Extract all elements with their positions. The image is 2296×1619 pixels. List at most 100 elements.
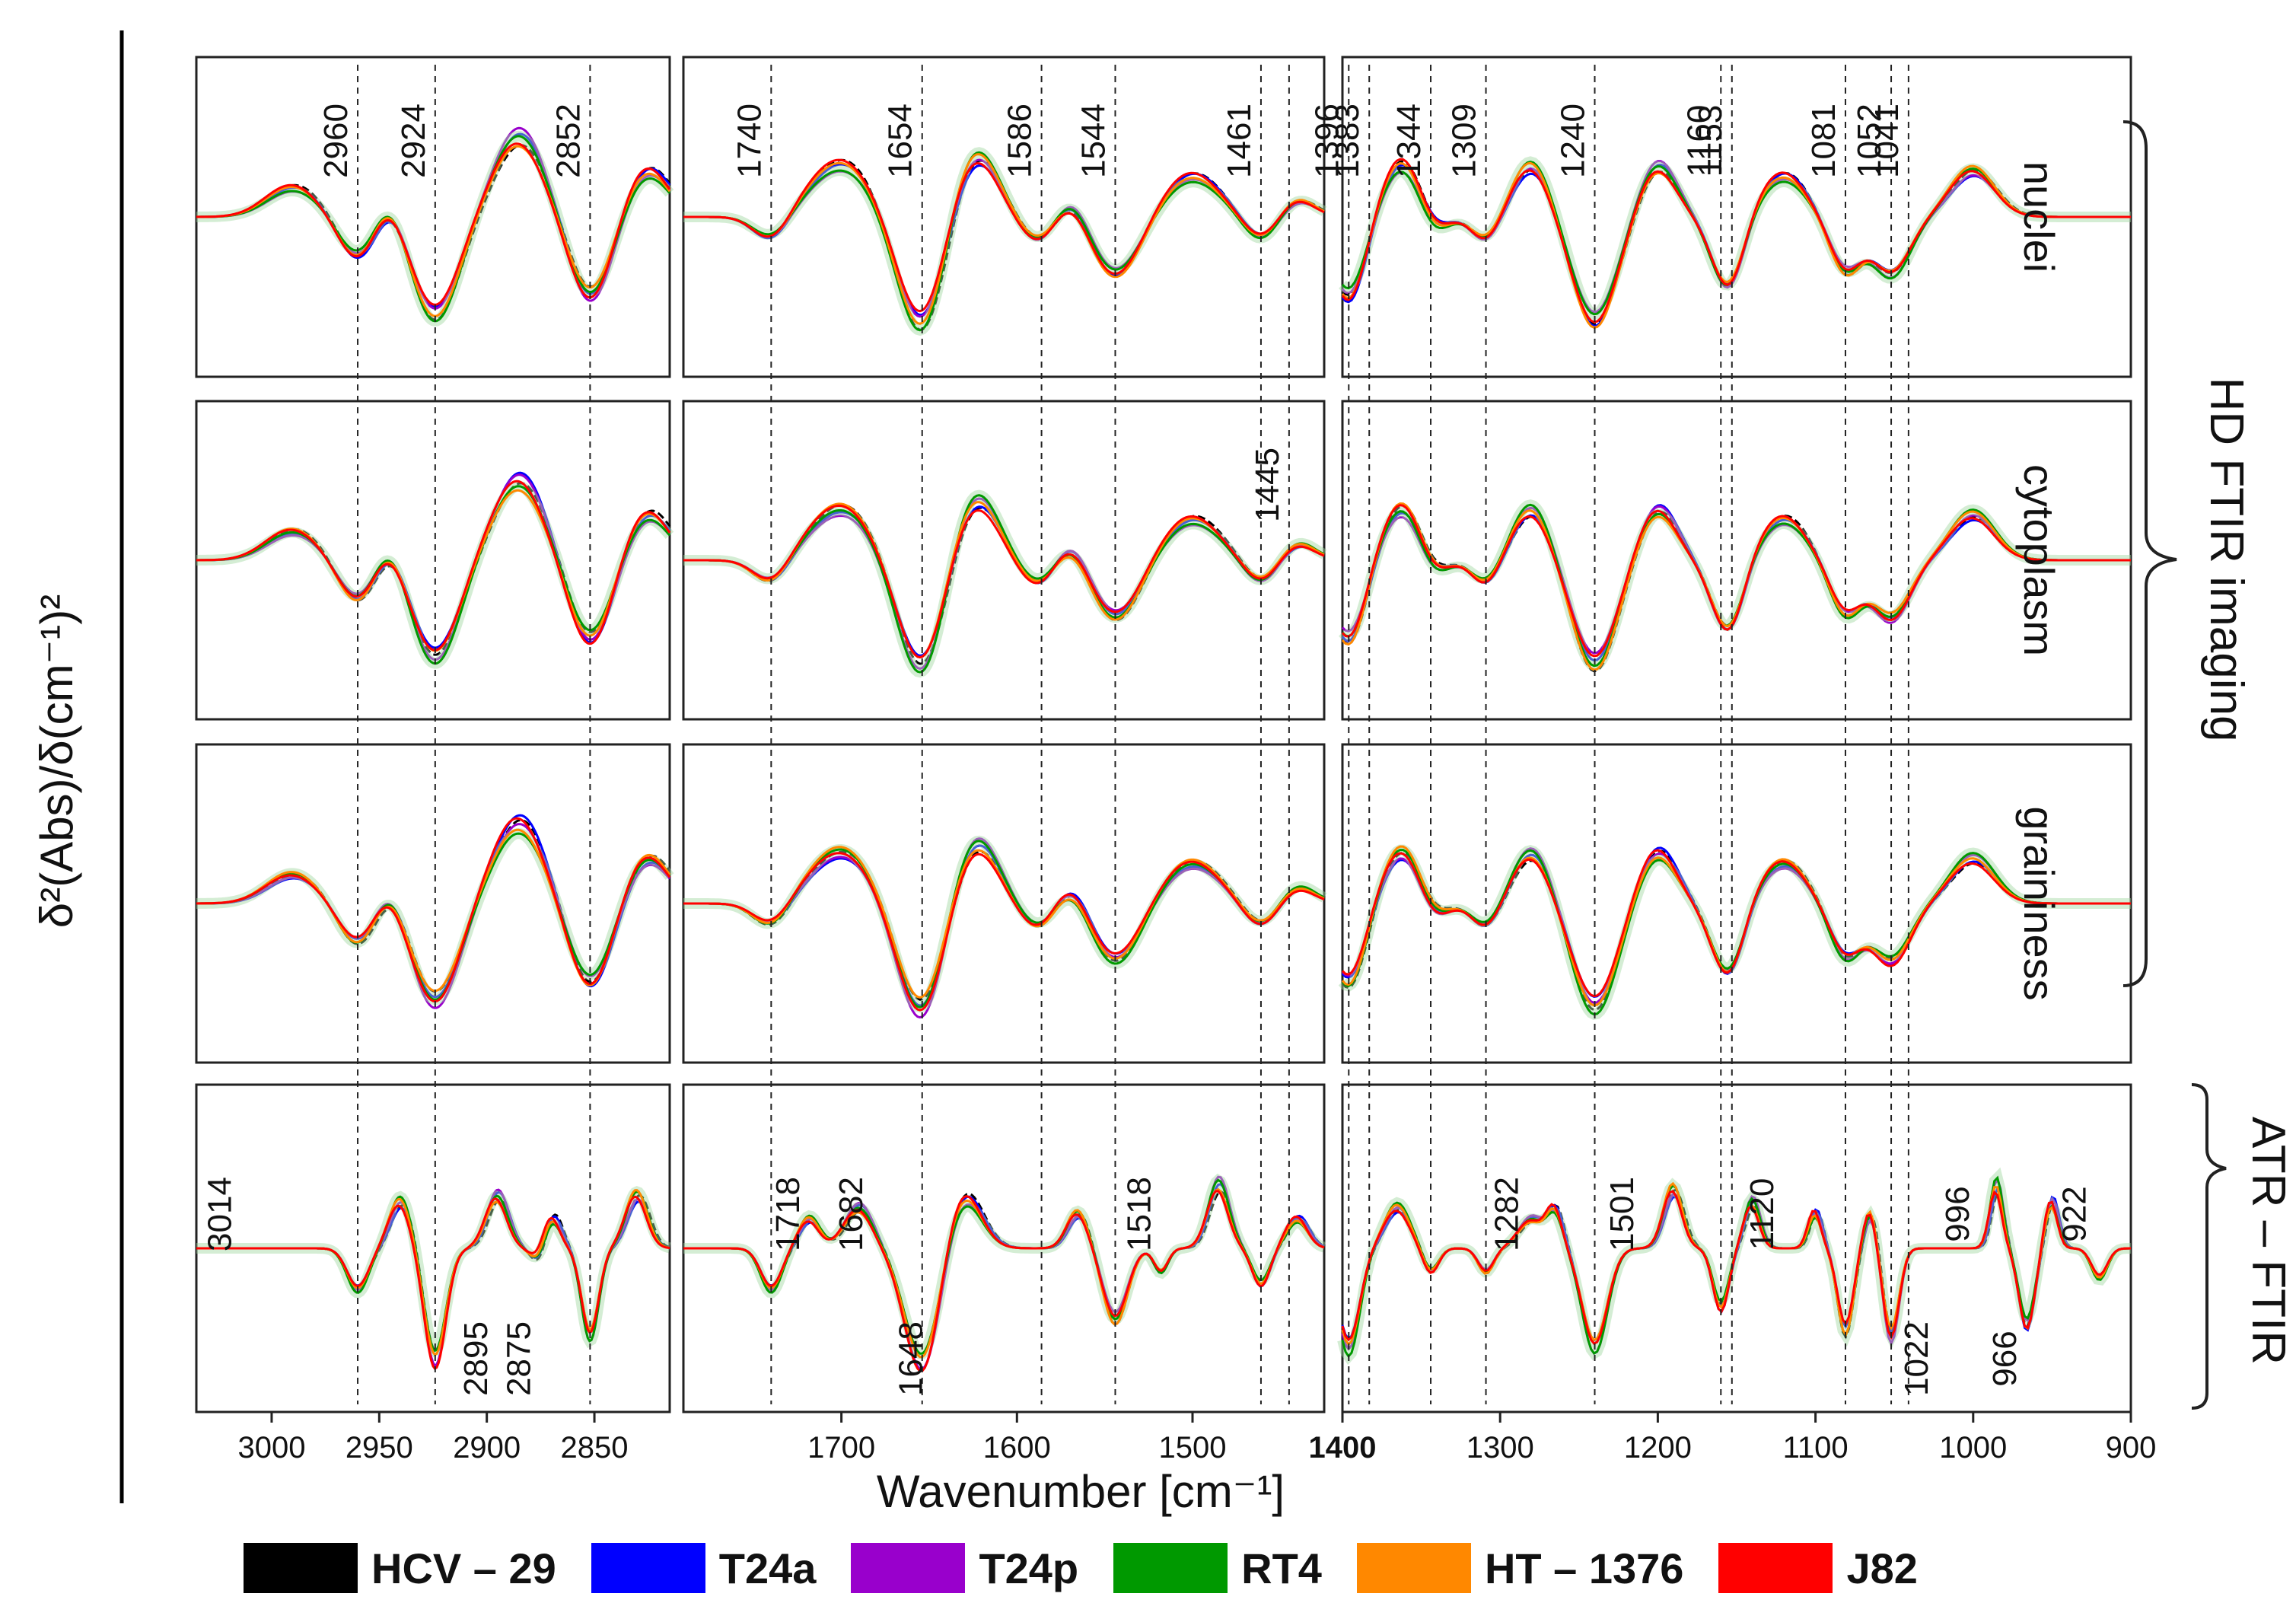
peak-label-1120: 1120 <box>1743 1178 1781 1251</box>
peak-label-2960: 2960 <box>317 104 355 178</box>
panel-frame <box>195 56 671 378</box>
series-line-RT4 <box>196 135 671 323</box>
peak-label-1153: 1153 <box>1692 105 1729 177</box>
group-label-hd-ftir-imaging: HD FTIR imaging <box>2200 378 2253 742</box>
panel-graininess-col2 <box>1338 743 2132 1064</box>
legend-swatch <box>244 1543 358 1593</box>
panel-nuclei-col2 <box>1339 56 2132 378</box>
panel-cytoplasm-col1 <box>682 400 1327 721</box>
panel-graininess-col1 <box>682 743 1327 1064</box>
legend-label: HT – 1376 <box>1484 1544 1684 1592</box>
panel-frame <box>682 400 1326 721</box>
series-line-J82 <box>196 1195 670 1370</box>
peak-label-1041: 1041 <box>1868 104 1906 178</box>
tick-label-3000: 3000 <box>237 1431 305 1464</box>
legend-swatch <box>591 1543 705 1593</box>
legend-item-hcv29: HCV – 29 <box>244 1543 556 1593</box>
peak-label-1022: 1022 <box>1898 1321 1935 1396</box>
tick-label-900: 900 <box>2106 1431 2157 1464</box>
tick-label-2950: 2950 <box>346 1431 413 1464</box>
panel-nuclei-col1 <box>682 56 1327 378</box>
row-label-nuclei: nuclei <box>2015 161 2063 272</box>
panel-atrftir-col0 <box>195 1083 671 1413</box>
dashed-marker-lines: 2960 2924 2852 1740 1654 1586 1544 1461 13961383… <box>201 65 2093 1404</box>
panel-frame <box>1341 400 2132 721</box>
peak-label-1160: 1160 <box>1680 105 1718 177</box>
series-line-J82 <box>1341 1190 2132 1346</box>
tick-label-2850: 2850 <box>561 1431 629 1464</box>
group-braces: HD FTIR imaging ATR – FTIR <box>2122 120 2294 1410</box>
peak-label-1240: 1240 <box>1555 104 1592 178</box>
row-label-graininess: graininess <box>2015 806 2063 1000</box>
peak-label-1740: 1740 <box>731 104 768 178</box>
tick-label-1000: 1000 <box>1939 1431 2007 1464</box>
legend-label: T24a <box>718 1544 817 1592</box>
panel-frame <box>1341 56 2132 378</box>
series-line-J82 <box>1341 849 2131 998</box>
panel-atrftir-col1 <box>682 1083 1326 1413</box>
y-axis-label: δ²(Abs)/δ(cm⁻¹)² <box>31 594 82 928</box>
row-labels: nuclei cytoplasm graininess <box>2015 161 2063 1001</box>
panel-frame <box>195 743 671 1064</box>
series-line-J82 <box>1341 504 2131 658</box>
peak-label-1445: 1445 <box>1249 448 1286 522</box>
peak-label-1309: 1309 <box>1446 104 1483 178</box>
legend-swatch <box>1718 1543 1833 1593</box>
tick-label-1100: 1100 <box>1783 1431 1849 1464</box>
tick-label-1300: 1300 <box>1466 1431 1534 1464</box>
peak-label-966: 966 <box>1986 1331 2024 1386</box>
panel-nuclei-col0 <box>195 56 674 378</box>
peak-label-1654: 1654 <box>882 104 919 178</box>
series-line-T24p <box>196 823 671 1009</box>
peak-label-922: 922 <box>2056 1186 2093 1241</box>
series-line-J82 <box>196 480 671 652</box>
peak-label-1544: 1544 <box>1075 104 1112 178</box>
tick-label-2900: 2900 <box>453 1431 521 1464</box>
legend-item-t24a: T24a <box>591 1543 817 1593</box>
series-line-HT – 1376 <box>196 828 671 993</box>
panel-frame <box>682 743 1326 1064</box>
series-line-J82 <box>683 1190 1325 1372</box>
panel-cytoplasm-col2 <box>1338 400 2132 721</box>
peak-label-1081: 1081 <box>1805 104 1842 178</box>
peak-label-1586: 1586 <box>1002 104 1039 178</box>
peak-label-2924: 2924 <box>395 104 432 178</box>
tick-label-1600: 1600 <box>983 1431 1051 1464</box>
peak-label-2895: 2895 <box>457 1321 495 1396</box>
panel-cytoplasm-col0 <box>195 400 674 721</box>
legend-label: J82 <box>1846 1544 1918 1592</box>
peak-label-1501: 1501 <box>1603 1177 1641 1251</box>
series-line-J82 <box>683 158 1325 313</box>
tick-label-1500: 1500 <box>1158 1431 1226 1464</box>
tick-label-1200: 1200 <box>1624 1431 1692 1464</box>
tick-label-1700: 1700 <box>807 1431 875 1464</box>
legend: HCV – 29 T24a T24p RT4 HT – 1376 J82 <box>244 1534 2116 1602</box>
legend-label: RT4 <box>1241 1544 1322 1592</box>
legend-item-t24p: T24p <box>851 1543 1078 1593</box>
legend-label: T24p <box>979 1544 1079 1592</box>
row-label-cytoplasm: cytoplasm <box>2015 464 2063 656</box>
tick-label-1400: 1400 <box>1309 1431 1377 1464</box>
series-line-J82 <box>1341 158 2131 323</box>
panel-graininess-col0 <box>195 743 674 1064</box>
peak-label-1344: 1344 <box>1390 104 1428 178</box>
brace-atr <box>2191 1083 2227 1410</box>
legend-swatch <box>1113 1543 1228 1593</box>
peak-label-1396: 1396 <box>1308 104 1345 178</box>
peak-label-2875: 2875 <box>500 1321 537 1396</box>
peak-label-1461: 1461 <box>1221 104 1258 178</box>
peak-label-3014: 3014 <box>201 1177 238 1251</box>
peak-label-1052: 1052 <box>1851 104 1888 178</box>
legend-label: HCV – 29 <box>371 1544 556 1592</box>
panel-frame <box>195 400 671 721</box>
x-axis-ticks: 3000 2950 2900 2850 1700 1600 1500 1400 1300 1200… <box>237 1412 2156 1464</box>
series-line-J82 <box>683 852 1325 1012</box>
panel-frame <box>1341 743 2132 1064</box>
legend-item-ht1376: HT – 1376 <box>1356 1543 1684 1593</box>
peak-label-2852: 2852 <box>549 104 587 178</box>
peak-label-1383: 1383 <box>1329 104 1366 178</box>
peak-label-1518: 1518 <box>1120 1177 1158 1251</box>
legend-swatch <box>851 1543 966 1593</box>
peak-label-1282: 1282 <box>1488 1177 1525 1251</box>
